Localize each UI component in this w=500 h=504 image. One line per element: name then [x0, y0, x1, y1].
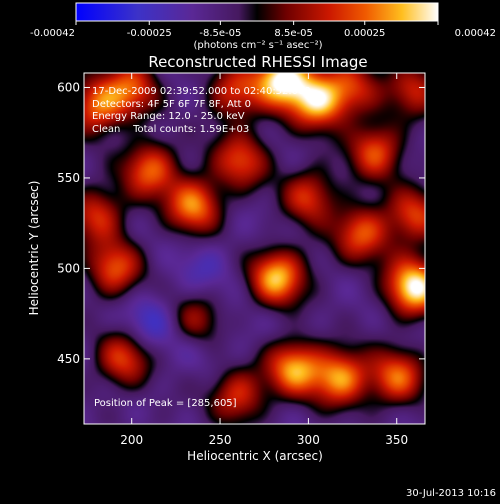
y-axis-label: Heliocentric Y (arcsec)	[27, 181, 41, 316]
annotation-line-3: Energy Range: 12.0 - 25.0 keV	[92, 111, 245, 122]
colorbar-unit-label: (photons cm⁻² s⁻¹ asec⁻²)	[193, 40, 322, 51]
x-tick-label: 300	[297, 433, 320, 447]
colorbar-tick-label: 0.00042	[455, 28, 496, 39]
plot-frame	[83, 72, 426, 425]
x-tick-label: 350	[385, 433, 408, 447]
colorbar-tick-label: 0.00025	[344, 28, 385, 39]
x-tick-label: 200	[120, 433, 143, 447]
colorbar-tick-label: -0.00042	[30, 28, 75, 39]
heatmap-image	[84, 73, 425, 424]
colorbar-ticks: -0.00042 -0.00025 -8.5e-05 8.5e-05 0.00025 0.…	[30, 21, 496, 39]
y-tick-label: 450	[57, 352, 80, 366]
plot-area: 200 250 300 350 450 500 550 600	[57, 72, 426, 447]
colorbar	[75, 2, 439, 22]
y-tick-label: 600	[57, 80, 80, 94]
chart-title: Reconstructed RHESSI Image	[148, 53, 367, 71]
timestamp: 30-Jul-2013 10:16	[406, 488, 496, 499]
info-overlay: 17-Dec-2009 02:39:52.000 to 02:40:52.000…	[92, 86, 311, 136]
x-tick-label: 250	[209, 433, 232, 447]
annotation-line-2: Detectors: 4F 5F 6F 7F 8F, Att 0	[92, 98, 252, 110]
colorbar-tick-label: -0.00025	[127, 28, 172, 39]
annotation-line-1: 17-Dec-2009 02:39:52.000 to 02:40:52.000	[92, 86, 311, 97]
annotation-line-4: Clean Total counts: 1.59E+03	[92, 123, 250, 135]
x-axis-ticks: 200 250 300 350	[120, 73, 408, 447]
peak-label: Position of Peak = [285,605]	[94, 398, 237, 409]
y-axis-ticks: 450 500 550 600	[57, 80, 425, 366]
y-tick-label: 500	[57, 261, 80, 275]
colorbar-tick-label: -8.5e-05	[199, 28, 241, 39]
colorbar-tick-label: 8.5e-05	[274, 28, 312, 39]
x-axis-label: Heliocentric X (arcsec)	[187, 449, 323, 463]
y-tick-label: 550	[57, 171, 80, 185]
